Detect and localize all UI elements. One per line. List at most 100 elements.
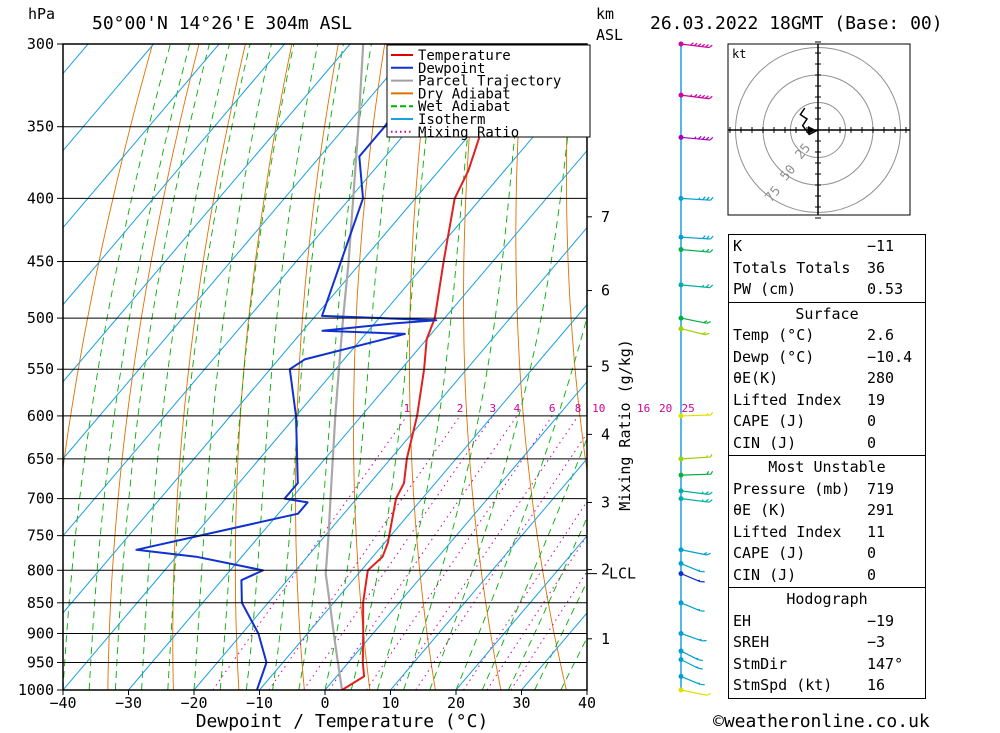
wind-barb-flag: [705, 248, 710, 253]
wind-barb-flag: [710, 470, 714, 475]
isotherm-line: [63, 44, 547, 614]
stat-row: K −11: [733, 237, 895, 255]
wind-barb-staff: [680, 248, 711, 253]
pressure-tick-label: 300: [27, 35, 54, 53]
isotherm-line: [128, 149, 587, 690]
wet-adiabat-line: [141, 44, 230, 690]
km-tick-label: 5: [601, 357, 610, 375]
pressure-tick-label: 350: [27, 118, 54, 136]
wind-barb-flag: [706, 321, 711, 324]
stat-row: StmDir 147°: [733, 654, 904, 673]
wind-barb-staff: [680, 602, 701, 612]
legend-label: Isotherm: [418, 112, 485, 128]
mixing-ratio-label: 2: [457, 402, 464, 415]
pressure-tick-label: 950: [27, 653, 54, 671]
wind-barb-flag: [697, 94, 702, 98]
isotherm-line: [63, 44, 482, 537]
wind-barb-flag: [710, 453, 713, 458]
isotherm-line: [63, 72, 587, 690]
wet-adiabat-line: [376, 44, 478, 690]
pressure-tick-label: 900: [27, 624, 54, 642]
wind-barb-staff: [680, 414, 711, 417]
mixing-ratio-label: 10: [592, 402, 605, 415]
x-tick-label: 30: [512, 694, 530, 712]
km-tick-label: 1: [601, 630, 610, 648]
wind-barb-flag: [709, 249, 714, 253]
wind-barb-staff: [680, 659, 699, 669]
pressure-tick-label: 400: [27, 189, 54, 207]
stat-row: CAPE (J) 0: [733, 412, 877, 430]
isotherm-line: [63, 44, 416, 460]
wet-adiabat-line: [193, 44, 272, 690]
legend-label: Dewpoint: [418, 61, 485, 77]
wind-barb-flag: [705, 95, 709, 99]
wind-barb-flag: [698, 667, 703, 670]
mixing-ratio-line: [365, 415, 553, 690]
parcel-trajectory-line: [324, 44, 365, 690]
stat-row: Temp (°C) 2.6: [733, 326, 895, 344]
dry-adiabat-line: [988, 44, 1000, 690]
wind-barb-half-flag: [706, 412, 709, 416]
pressure-tick-label: 500: [27, 309, 54, 327]
wind-barb-flag: [690, 42, 694, 46]
wind-barb-staff: [680, 43, 710, 49]
mixing-ratio-label: 4: [514, 402, 521, 415]
wind-barb-staff: [680, 490, 710, 496]
wind-barb-flag: [697, 43, 702, 47]
copyright[interactable]: ©weatheronline.co.uk: [713, 711, 930, 732]
most-unstable-box: Most Unstable Pressure (mb) 719 θE (K) 291…: [728, 456, 926, 588]
wind-barb-staff: [680, 632, 703, 642]
mixing-ratio-line: [303, 415, 494, 690]
wet-adiabat-line: [88, 44, 191, 690]
km-tick-label: 4: [601, 425, 610, 443]
wind-barb-half-flag: [699, 638, 702, 641]
wind-barb-flag: [706, 235, 710, 240]
wind-barb-staff: [680, 456, 711, 460]
hodograph-box: Hodograph EH −19 SREH −3 StmDir 147° StmSpd…: [728, 588, 926, 699]
wet-adiabat-line: [481, 437, 587, 690]
wind-barb-flag: [698, 659, 703, 662]
mixing-ratio-label: 3: [490, 402, 497, 415]
wind-barb-staff: [680, 328, 706, 336]
wind-barb-flag: [705, 284, 710, 288]
hodograph-title: Hodograph: [786, 590, 868, 608]
x-tick-label: 0: [320, 694, 329, 712]
most-unstable-title: Most Unstable: [768, 458, 886, 476]
stat-row: CIN (J) 0: [733, 565, 877, 584]
stat-row: SREH −3: [733, 633, 886, 651]
isotherm-line: [193, 226, 587, 690]
x-tick-label: 20: [447, 694, 465, 712]
mixing-ratio-axis-title: Mixing Ratio (g/kg): [616, 339, 634, 511]
wind-barb-staff: [680, 562, 701, 573]
wind-barb-half-flag: [706, 455, 708, 458]
dry-adiabat-line: [63, 44, 154, 472]
wind-barb-flag: [697, 135, 702, 140]
stat-row: θE(K) 280: [733, 369, 895, 387]
isotherm-line: [63, 44, 220, 229]
wind-barb-staff: [680, 317, 708, 324]
wind-barb-flag: [701, 136, 706, 140]
legend-label: Wet Adiabat: [418, 99, 511, 115]
km-tick-label: 7: [601, 208, 610, 226]
wind-barb-flag: [705, 491, 709, 495]
pressure-tick-label: 850: [27, 594, 54, 612]
wind-barb-flag: [709, 136, 714, 141]
wind-barb-flag: [706, 552, 711, 556]
wind-barb-flag: [706, 471, 710, 475]
stat-row: CAPE (J) 0: [733, 544, 877, 562]
x-tick-label: −40: [49, 694, 76, 712]
isotherm-line: [455, 535, 587, 690]
hodograph-unit-label: kt: [732, 47, 746, 61]
wind-barb-staff: [680, 136, 711, 141]
km-label: km: [596, 5, 614, 23]
datetime-title: 26.03.2022 18GMT (Base: 00): [650, 13, 943, 34]
wind-barb-staff: [680, 473, 711, 476]
isotherm-line: [259, 303, 587, 690]
location-title: 50°00'N 14°26'E 304m ASL: [92, 13, 352, 34]
isotherm-line: [63, 44, 154, 152]
dry-adiabat-line: [515, 44, 567, 690]
x-tick-label: 10: [381, 694, 399, 712]
wind-barb-staff: [680, 689, 708, 696]
wind-barb-staff: [680, 498, 710, 503]
